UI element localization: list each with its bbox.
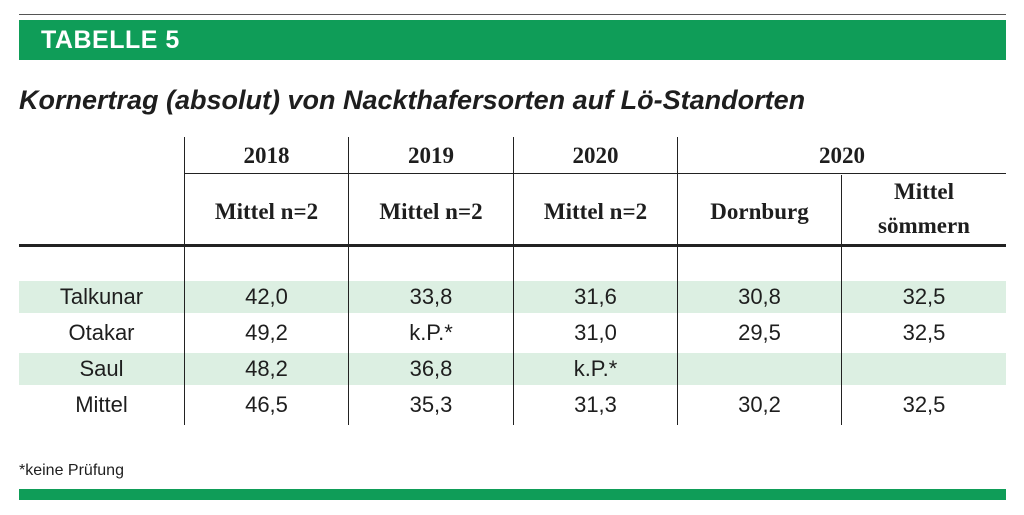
cell-value: 49,2: [245, 320, 288, 345]
year-header-2020: 2020: [572, 143, 619, 168]
sub-header-mittel-2018: Mittel n=2: [214, 199, 319, 224]
sub-header-mittel-soemmern-line2: sömmern: [878, 213, 970, 238]
row-label: Mittel: [75, 392, 128, 417]
cell-value: 36,8: [409, 356, 453, 381]
table-number: TABELLE 5: [41, 26, 180, 54]
header-bottom-rule: [19, 244, 1006, 247]
cell-value: 35,3: [409, 392, 453, 417]
table-caption: Kornertrag (absolut) von Nackthafersorte…: [19, 85, 806, 115]
cell-value: 33,8: [409, 284, 453, 309]
cell-value: 46,5: [245, 392, 288, 417]
cell-value: 29,5: [738, 320, 781, 345]
cell-value: 42,0: [245, 284, 288, 309]
top-rule: [19, 14, 1006, 15]
year-header-2020-group: 2020: [819, 143, 865, 168]
cell-value: 32,5: [902, 284, 946, 309]
column-divider-3: [513, 137, 514, 425]
cell-value: [678, 353, 841, 385]
cell-value: k.P.*: [409, 320, 453, 345]
sub-header-mittel-2020: Mittel n=2: [543, 199, 648, 224]
cell-value: 32,5: [902, 392, 946, 417]
cell-value: 30,8: [738, 284, 781, 309]
row-label: Otakar: [68, 320, 135, 345]
year-header-2019: 2019: [408, 143, 454, 168]
row-label: Saul: [79, 356, 124, 381]
cell-value: 48,2: [245, 356, 288, 381]
cell-value: [842, 353, 1006, 385]
cell-value: k.P.*: [573, 356, 618, 381]
sub-header-mittel-soemmern-line1: Mittel: [893, 179, 954, 204]
column-divider-4: [677, 137, 678, 425]
yield-table: 2018 2019 2020 2020 Mittel n=2 Mittel n=…: [19, 137, 1006, 427]
bottom-bar: [19, 489, 1006, 500]
cell-value: 30,2: [738, 392, 781, 417]
table-banner: TABELLE 5: [19, 20, 1006, 60]
column-divider-1: [184, 137, 185, 425]
column-divider-2: [348, 137, 349, 425]
footnote: *keine Prüfung: [19, 462, 124, 479]
sub-header-mittel-2019: Mittel n=2: [379, 199, 483, 224]
year-header-2018: 2018: [243, 143, 290, 168]
header-divider: [184, 173, 1006, 174]
column-divider-5: [841, 175, 842, 425]
cell-value: 31,0: [574, 320, 617, 345]
sub-header-dornburg: Dornburg: [710, 199, 809, 224]
row-label: Talkunar: [59, 284, 144, 309]
cell-value: 31,3: [574, 392, 617, 417]
sub-header-mittel-soemmern: Mittel sömmern: [842, 179, 1006, 239]
cell-value: 32,5: [902, 320, 946, 345]
cell-value: 31,6: [574, 284, 617, 309]
